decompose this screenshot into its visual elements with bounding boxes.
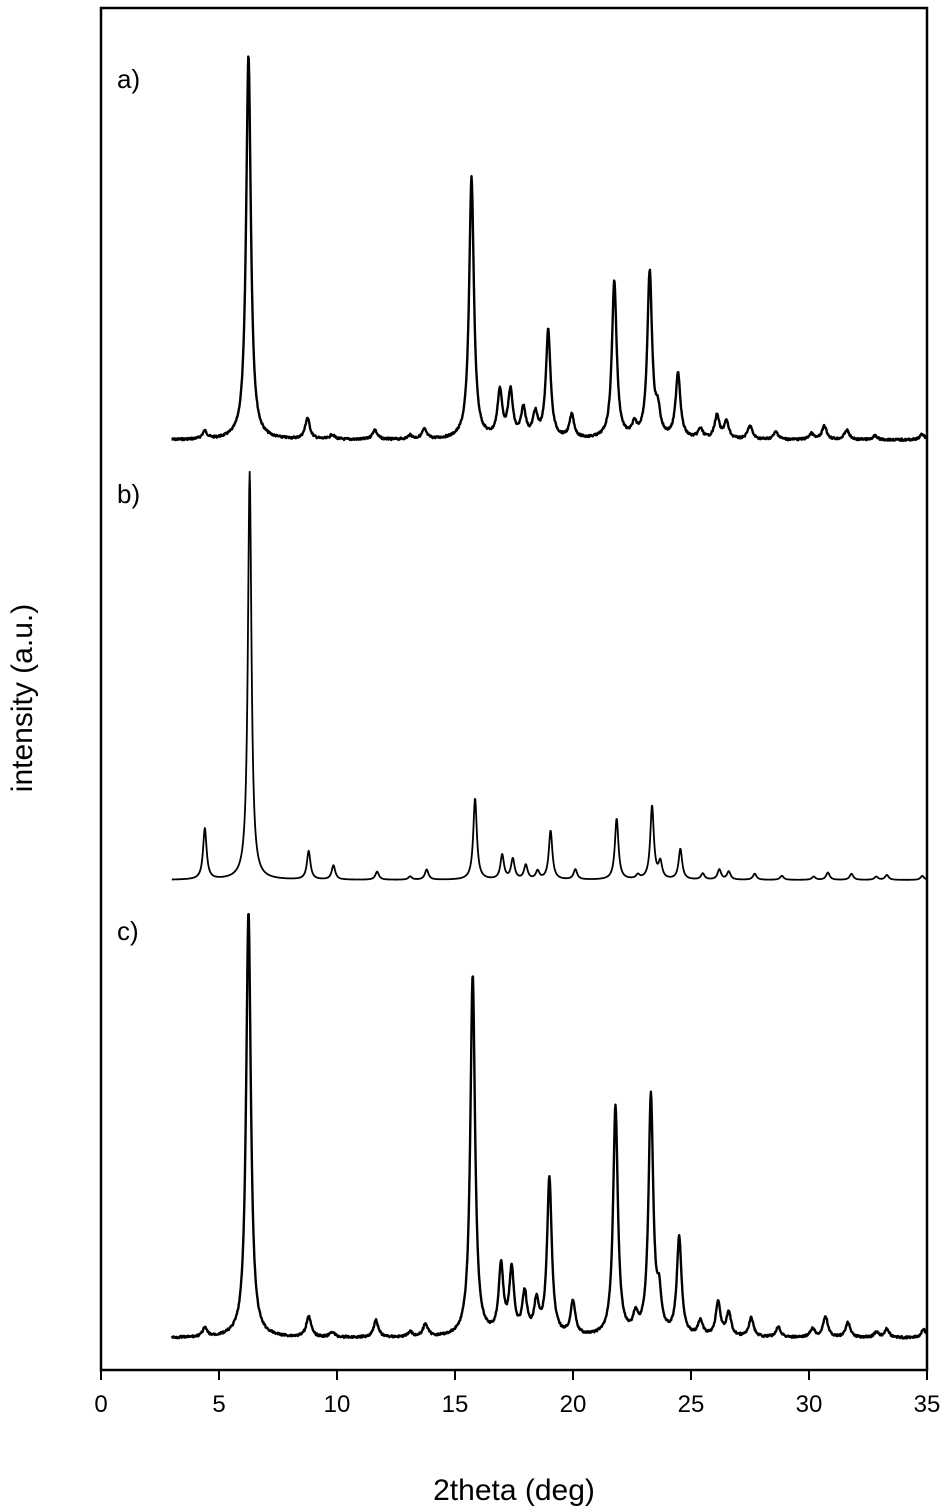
panel-label-b: b) bbox=[117, 479, 140, 509]
x-tick-label: 35 bbox=[914, 1391, 941, 1418]
series-layer bbox=[170, 55, 929, 1340]
plot-frame bbox=[99, 6, 929, 1372]
x-tick-label: 5 bbox=[212, 1391, 225, 1418]
panel-label-c: c) bbox=[117, 916, 139, 946]
x-tick-label: 15 bbox=[442, 1391, 469, 1418]
y-axis-title: intensity (a.u.) bbox=[6, 604, 39, 792]
x-axis-ticks: 0 5 10 15 20 25 30 35 bbox=[94, 1370, 940, 1418]
x-tick-label: 20 bbox=[560, 1391, 587, 1418]
series-a-line bbox=[171, 55, 929, 442]
x-tick-label: 30 bbox=[796, 1391, 823, 1418]
panel-labels: a) b) c) bbox=[117, 64, 140, 946]
x-axis-title: 2theta (deg) bbox=[433, 1474, 595, 1507]
x-tick-label: 0 bbox=[94, 1391, 107, 1418]
series-b-line bbox=[171, 470, 928, 881]
x-tick-label: 10 bbox=[324, 1391, 351, 1418]
x-tick-label: 25 bbox=[678, 1391, 705, 1418]
panel-label-a: a) bbox=[117, 64, 140, 94]
series-c-line bbox=[170, 912, 928, 1340]
